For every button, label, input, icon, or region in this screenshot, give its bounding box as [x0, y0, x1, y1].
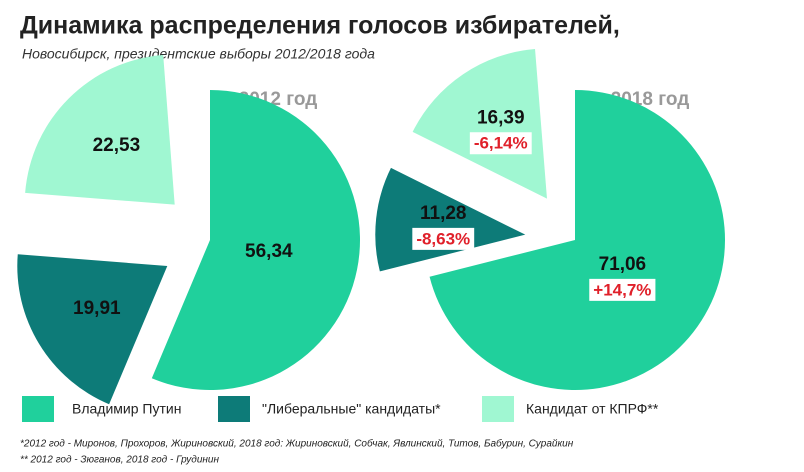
footnote: ** 2012 год - Зюганов, 2018 год - Грудин…	[20, 455, 219, 466]
change-label: -8,63%	[416, 229, 470, 248]
pie-slice	[429, 90, 726, 390]
pie-slice	[151, 90, 360, 391]
pie-slice	[412, 49, 547, 199]
footnote: *2012 год - Миронов, Прохоров, Жириновск…	[20, 438, 574, 450]
chart-title: Динамика распределения голосов избирател…	[20, 12, 620, 40]
pie-slice	[17, 254, 168, 405]
change-label: -6,14%	[474, 134, 528, 153]
value-label: 71,06	[599, 254, 647, 275]
legend-label: "Либеральные" кандидаты*	[262, 401, 441, 417]
pie-slice	[25, 55, 175, 205]
legend-label: Кандидат от КПРФ**	[526, 401, 659, 417]
label-bg	[412, 227, 475, 250]
legend-label: Владимир Путин	[72, 401, 181, 417]
value-label: 22,53	[93, 135, 141, 156]
value-label: 11,28	[420, 203, 467, 224]
value-label: 16,39	[477, 107, 525, 128]
value-label: 19,91	[73, 298, 121, 319]
label-bg	[589, 278, 656, 301]
change-label: +14,7%	[593, 280, 651, 299]
legend-swatch	[482, 396, 514, 422]
legend-swatch	[22, 396, 54, 422]
legend-swatch	[218, 396, 250, 422]
chart-subtitle: Новосибирск, президентские выборы 2012/2…	[22, 46, 375, 62]
label-bg	[469, 132, 532, 155]
value-label: 56,34	[245, 241, 293, 262]
